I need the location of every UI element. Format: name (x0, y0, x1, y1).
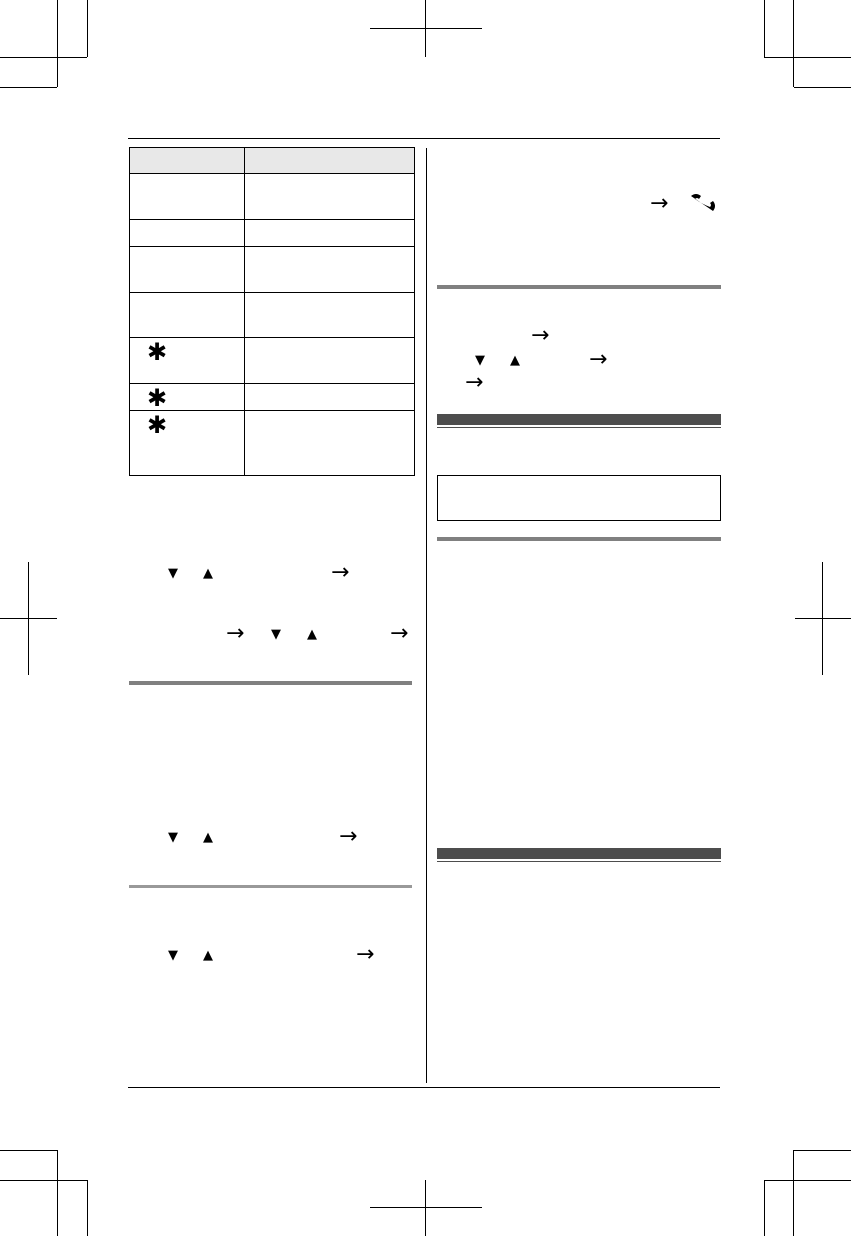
arrow-right-icon: → (356, 942, 375, 967)
crop-mark (0, 1180, 87, 1181)
table-row (129, 246, 415, 293)
table-row: ✱ (129, 383, 415, 412)
arrow-right-icon: → (390, 621, 409, 646)
crop-mark (764, 1180, 765, 1236)
table-row (129, 292, 415, 338)
crop-mark (87, 0, 88, 57)
footer-rule (128, 1087, 720, 1088)
section-heading-bar (437, 848, 721, 859)
crop-mark (794, 87, 851, 88)
crop-mark (0, 87, 57, 88)
section-underline (437, 427, 721, 428)
up-triangle-icon: ▲ (510, 353, 520, 368)
section-bar (437, 537, 721, 541)
arrow-right-icon: → (465, 370, 484, 395)
key-table: ✱ ✱ ✱ (129, 147, 415, 476)
crop-mark (87, 1180, 88, 1236)
asterisk-icon: ✱ (147, 384, 168, 412)
crop-mark (795, 618, 851, 619)
crop-mark (793, 1150, 794, 1236)
up-triangle-icon: ▲ (203, 566, 213, 581)
crop-mark (0, 618, 57, 619)
header-rule (128, 138, 720, 139)
crop-mark (764, 0, 765, 57)
crop-mark (794, 1150, 851, 1151)
asterisk-icon: ✱ (147, 411, 168, 439)
arrow-right-icon: → (331, 560, 350, 585)
column-divider (426, 148, 427, 1083)
arrow-right-icon: → (650, 191, 669, 216)
table-row: ✱ (129, 337, 415, 384)
arrow-right-icon: → (531, 323, 550, 348)
up-triangle-icon: ▲ (203, 830, 213, 845)
crop-mark (0, 57, 87, 58)
table-row (129, 173, 415, 220)
arrow-right-icon: → (589, 347, 608, 372)
crop-mark (370, 1207, 482, 1208)
section-underline (437, 861, 721, 862)
crop-mark (0, 1150, 57, 1151)
section-heading-bar (437, 414, 721, 425)
table-row: ✱ (129, 410, 415, 476)
down-triangle-icon: ▼ (475, 353, 485, 368)
note-box (437, 475, 721, 521)
section-bar (129, 885, 412, 888)
crop-mark (425, 1180, 426, 1236)
section-bar (437, 285, 721, 289)
crop-mark (370, 28, 482, 29)
arrow-right-icon: → (226, 621, 245, 646)
table-row (129, 219, 415, 247)
down-triangle-icon: ▼ (168, 948, 178, 963)
up-triangle-icon: ▲ (203, 948, 213, 963)
section-bar (129, 681, 412, 685)
down-triangle-icon: ▼ (168, 830, 178, 845)
crop-mark (764, 57, 851, 58)
down-triangle-icon: ▼ (168, 566, 178, 581)
up-triangle-icon: ▲ (307, 627, 317, 642)
phone-off-icon (691, 194, 715, 211)
crop-mark (57, 0, 58, 87)
down-triangle-icon: ▼ (271, 627, 281, 642)
crop-mark (57, 1150, 58, 1236)
arrow-right-icon: → (339, 824, 358, 849)
crop-mark (793, 0, 794, 87)
table-header-row (129, 147, 415, 174)
asterisk-icon: ✱ (147, 338, 168, 366)
crop-mark (764, 1180, 851, 1181)
